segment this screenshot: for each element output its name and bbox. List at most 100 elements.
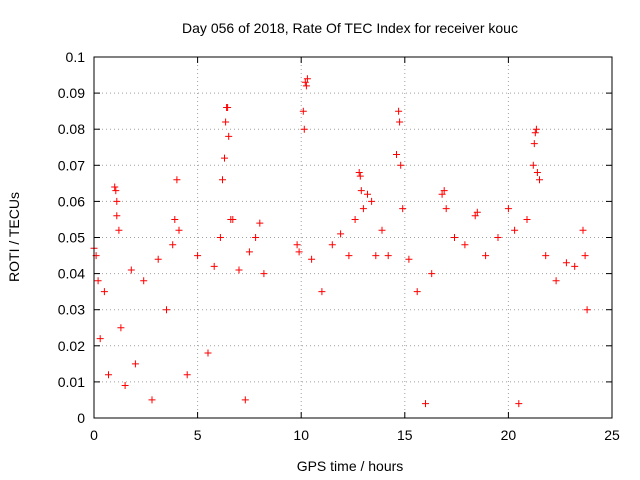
data-point-marker — [131, 360, 139, 368]
data-point-marker — [345, 252, 353, 260]
x-tick-label: 0 — [90, 427, 98, 443]
data-point-marker — [422, 400, 429, 408]
y-tick-label: 0.05 — [58, 230, 85, 246]
data-point-marker — [440, 187, 448, 195]
data-point-marker — [579, 226, 587, 234]
data-point-marker — [113, 197, 121, 205]
data-point-marker — [581, 252, 589, 260]
x-tick-label: 5 — [194, 427, 202, 443]
data-point-marker — [378, 226, 386, 234]
data-point-marker — [511, 226, 519, 234]
data-point-marker — [482, 252, 490, 260]
data-point-marker — [105, 371, 112, 379]
data-point-marker — [542, 252, 550, 260]
data-points — [90, 75, 591, 408]
data-point-marker — [355, 169, 363, 176]
data-point-marker — [571, 262, 579, 270]
data-point-marker — [293, 241, 301, 249]
data-point-marker — [552, 277, 560, 285]
data-point-marker — [204, 349, 212, 357]
data-point-marker — [529, 161, 537, 169]
data-point-marker — [175, 226, 183, 234]
data-point-marker — [562, 259, 570, 267]
data-point-marker — [301, 78, 309, 86]
data-point-marker — [252, 234, 260, 241]
y-axis-label: ROTI / TECUs — [6, 192, 22, 282]
data-point-marker — [241, 396, 249, 404]
data-point-marker — [256, 219, 264, 227]
data-point-marker — [302, 82, 310, 90]
data-point-marker — [523, 216, 531, 223]
y-tick-label: 0.03 — [58, 302, 85, 318]
data-point-marker — [583, 306, 591, 314]
data-point-marker — [222, 118, 230, 126]
data-point-marker — [183, 371, 191, 379]
data-point-marker — [451, 234, 458, 241]
data-point-marker — [356, 172, 364, 180]
data-point-marker — [328, 241, 336, 249]
data-point-marker — [112, 187, 120, 195]
data-point-marker — [494, 234, 502, 241]
data-point-marker — [216, 234, 224, 241]
data-point-marker — [171, 216, 179, 223]
data-point-marker — [111, 183, 119, 191]
data-point-marker — [504, 205, 512, 213]
data-point-marker — [225, 132, 233, 140]
data-point-marker — [303, 75, 311, 83]
data-point-marker — [115, 226, 123, 234]
y-tick-label: 0 — [77, 410, 85, 426]
data-point-marker — [368, 197, 376, 205]
data-point-marker — [308, 255, 316, 263]
x-tick-label: 25 — [604, 427, 620, 443]
data-point-marker — [357, 187, 365, 195]
y-tick-label: 0.07 — [58, 157, 85, 173]
y-tick-label: 0.04 — [58, 266, 85, 282]
data-point-marker — [473, 208, 481, 216]
x-tick-label: 20 — [501, 427, 517, 443]
data-point-marker — [127, 266, 135, 274]
data-point-marker — [442, 205, 450, 213]
data-point-marker — [428, 270, 436, 278]
data-point-marker — [384, 252, 392, 260]
data-point-marker — [194, 252, 202, 260]
data-point-marker — [438, 190, 446, 198]
data-point-marker — [140, 277, 148, 285]
data-point-marker — [94, 277, 102, 285]
y-tick-label: 0.06 — [58, 193, 85, 209]
data-point-marker — [245, 248, 253, 256]
y-tick-label: 0.02 — [58, 338, 85, 354]
data-point-marker — [235, 266, 243, 274]
data-point-marker — [210, 262, 218, 270]
data-point-marker — [260, 270, 268, 278]
data-point-marker — [530, 140, 538, 148]
data-point-marker — [533, 169, 541, 176]
data-point-marker — [396, 118, 404, 126]
data-point-marker — [351, 216, 359, 223]
data-point-marker — [229, 216, 237, 223]
data-point-marker — [148, 396, 156, 404]
data-point-marker — [169, 241, 177, 249]
data-point-marker — [154, 255, 162, 263]
data-point-marker — [393, 151, 400, 158]
data-point-marker — [219, 176, 226, 184]
data-point-marker — [372, 252, 380, 260]
data-point-marker — [536, 176, 543, 184]
x-tick-label: 10 — [293, 427, 309, 443]
data-point-marker — [100, 288, 108, 296]
data-point-marker — [295, 248, 303, 256]
data-point-marker — [515, 400, 523, 408]
data-point-marker — [221, 154, 228, 162]
y-tick-label: 0.08 — [58, 121, 85, 137]
data-point-marker — [395, 107, 403, 115]
y-tick-label: 0.01 — [58, 374, 85, 390]
data-point-marker — [299, 107, 307, 115]
data-point-marker — [337, 230, 345, 238]
data-point-marker — [96, 335, 104, 343]
data-point-marker — [399, 205, 407, 213]
y-tick-label: 0.09 — [58, 85, 85, 101]
data-point-marker — [531, 129, 539, 137]
data-point-marker — [405, 255, 413, 263]
data-point-marker — [318, 288, 326, 296]
data-point-marker — [173, 176, 181, 184]
